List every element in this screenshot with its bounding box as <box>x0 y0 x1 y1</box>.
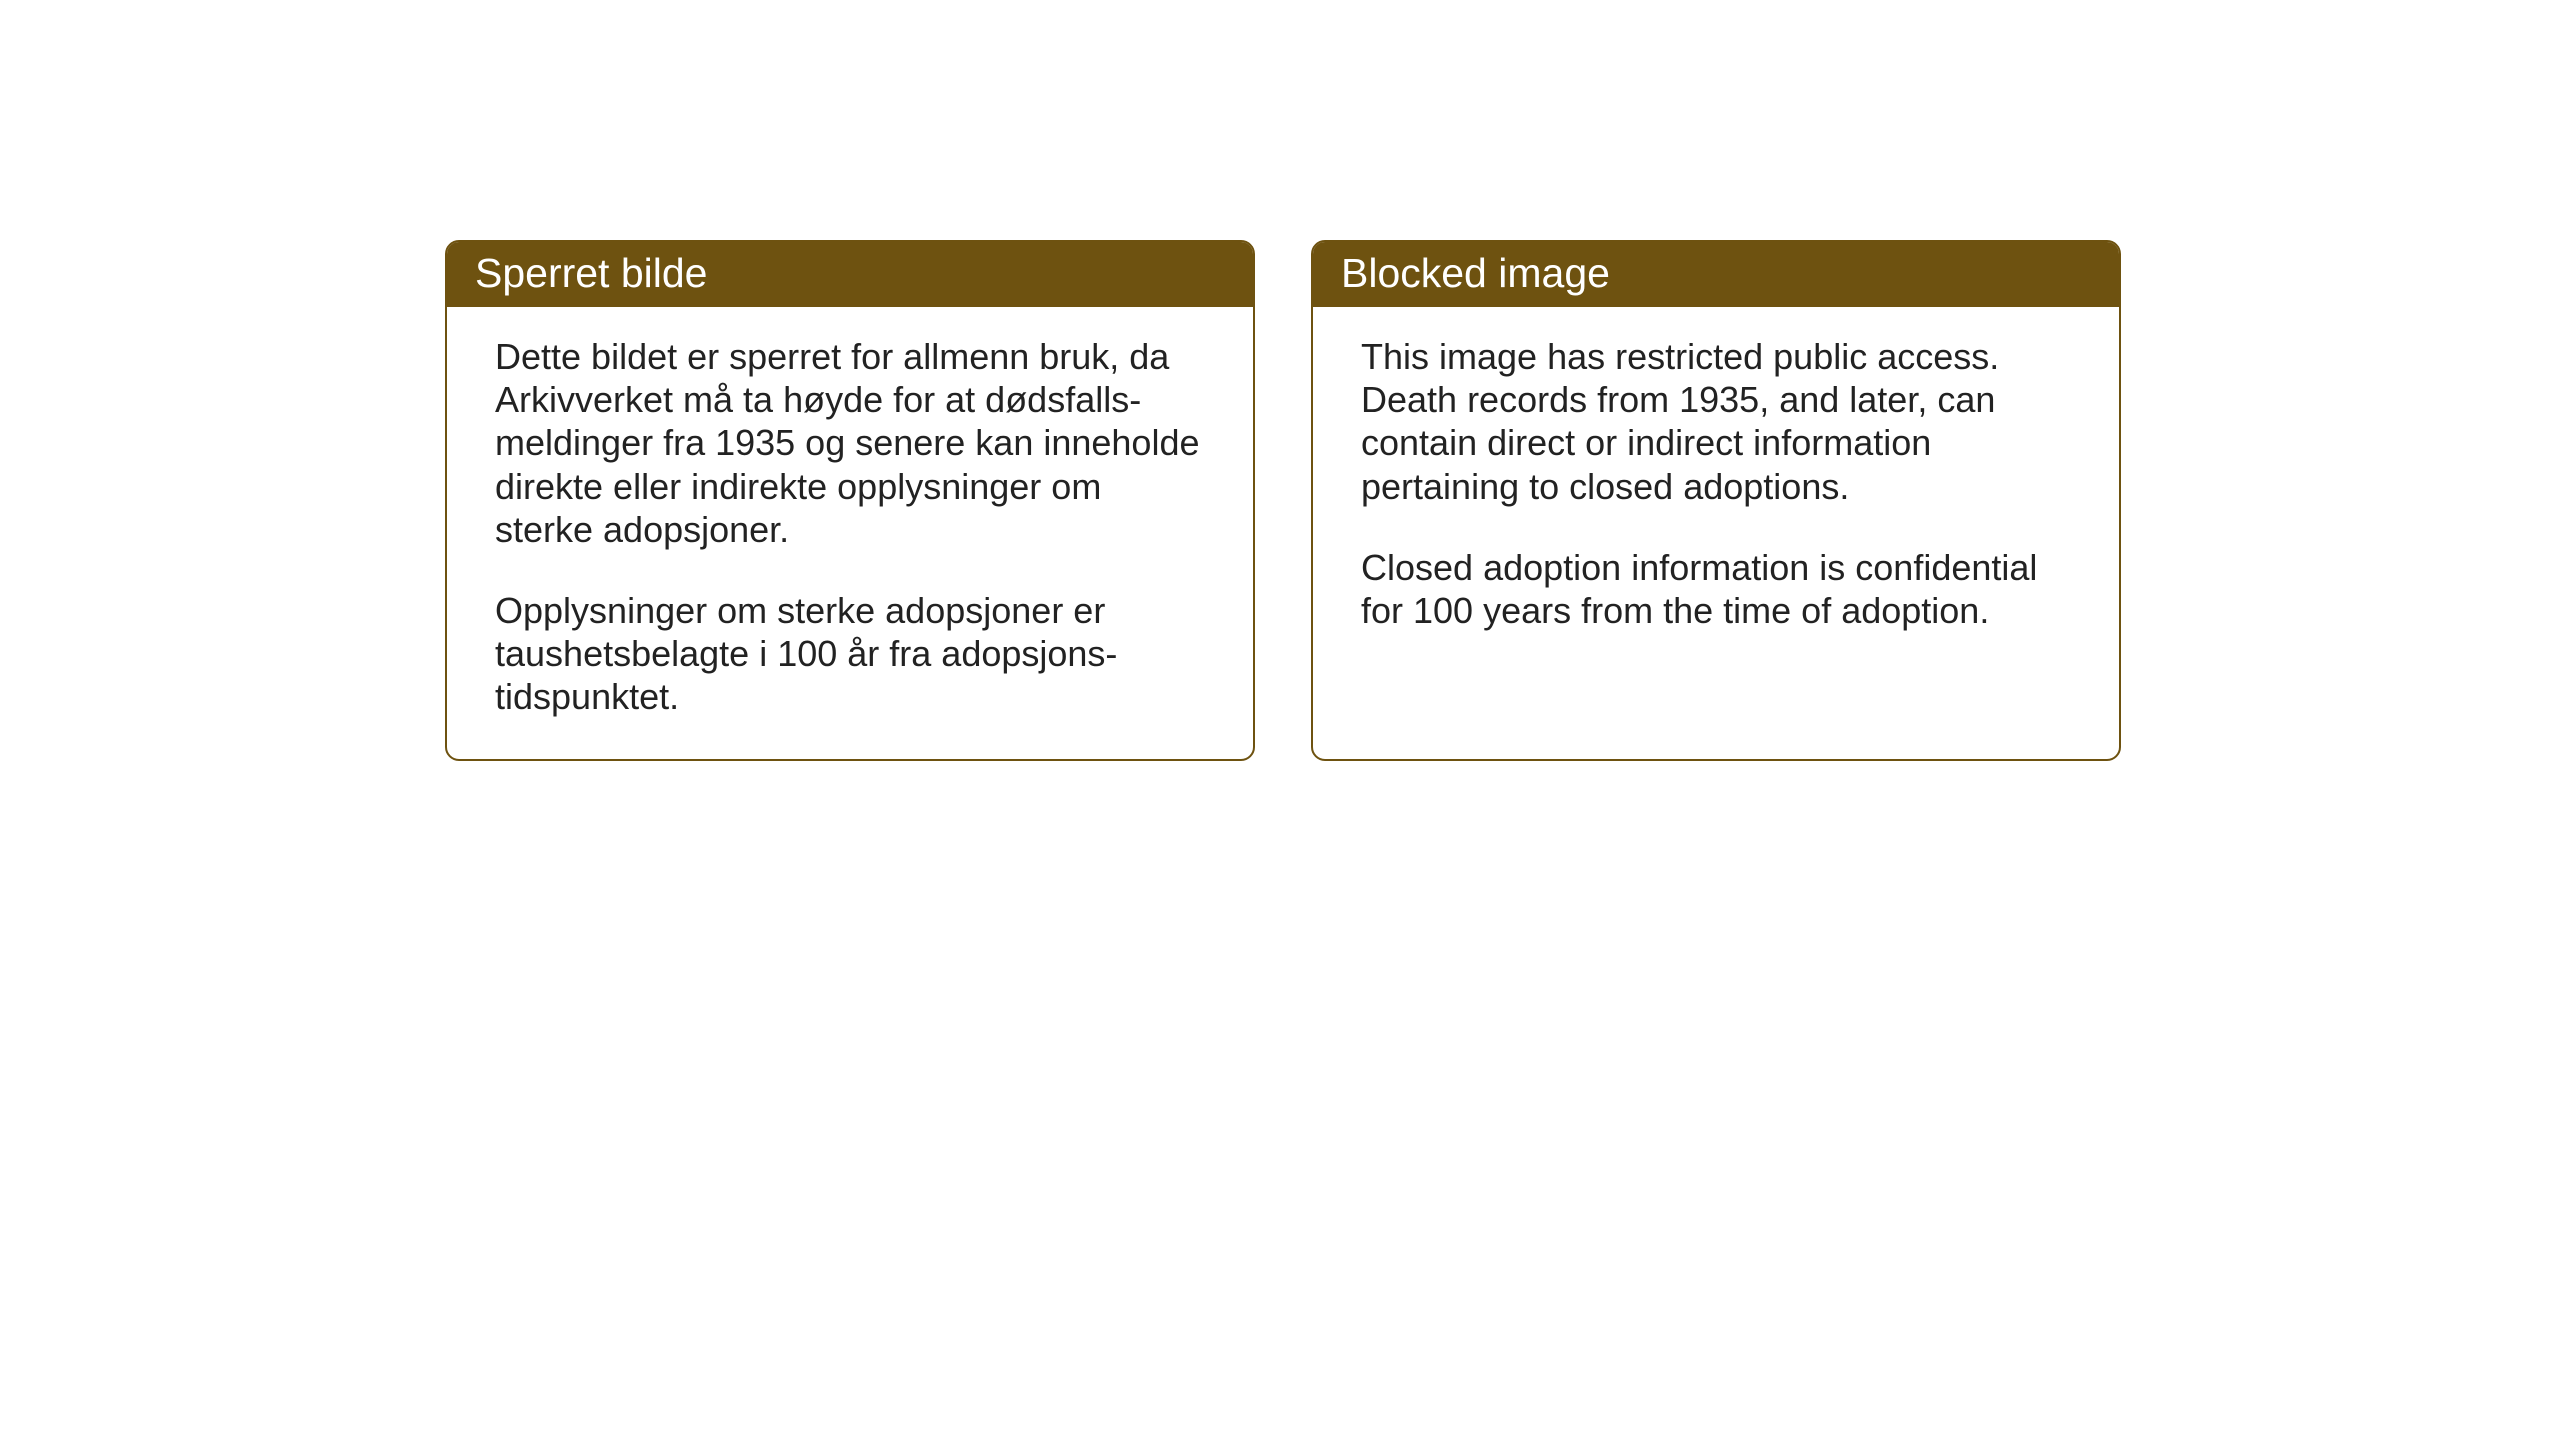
notice-card-norwegian: Sperret bilde Dette bildet er sperret fo… <box>445 240 1255 761</box>
notice-card-english: Blocked image This image has restricted … <box>1311 240 2121 761</box>
card-header-norwegian: Sperret bilde <box>447 242 1253 307</box>
notice-container: Sperret bilde Dette bildet er sperret fo… <box>445 240 2121 761</box>
card-header-english: Blocked image <box>1313 242 2119 307</box>
card-paragraph-2-english: Closed adoption information is confident… <box>1361 546 2075 632</box>
card-body-norwegian: Dette bildet er sperret for allmenn bruk… <box>447 307 1253 759</box>
card-paragraph-2-norwegian: Opplysninger om sterke adopsjoner er tau… <box>495 589 1209 719</box>
card-paragraph-1-english: This image has restricted public access.… <box>1361 335 2075 508</box>
card-paragraph-1-norwegian: Dette bildet er sperret for allmenn bruk… <box>495 335 1209 551</box>
card-body-english: This image has restricted public access.… <box>1313 307 2119 672</box>
